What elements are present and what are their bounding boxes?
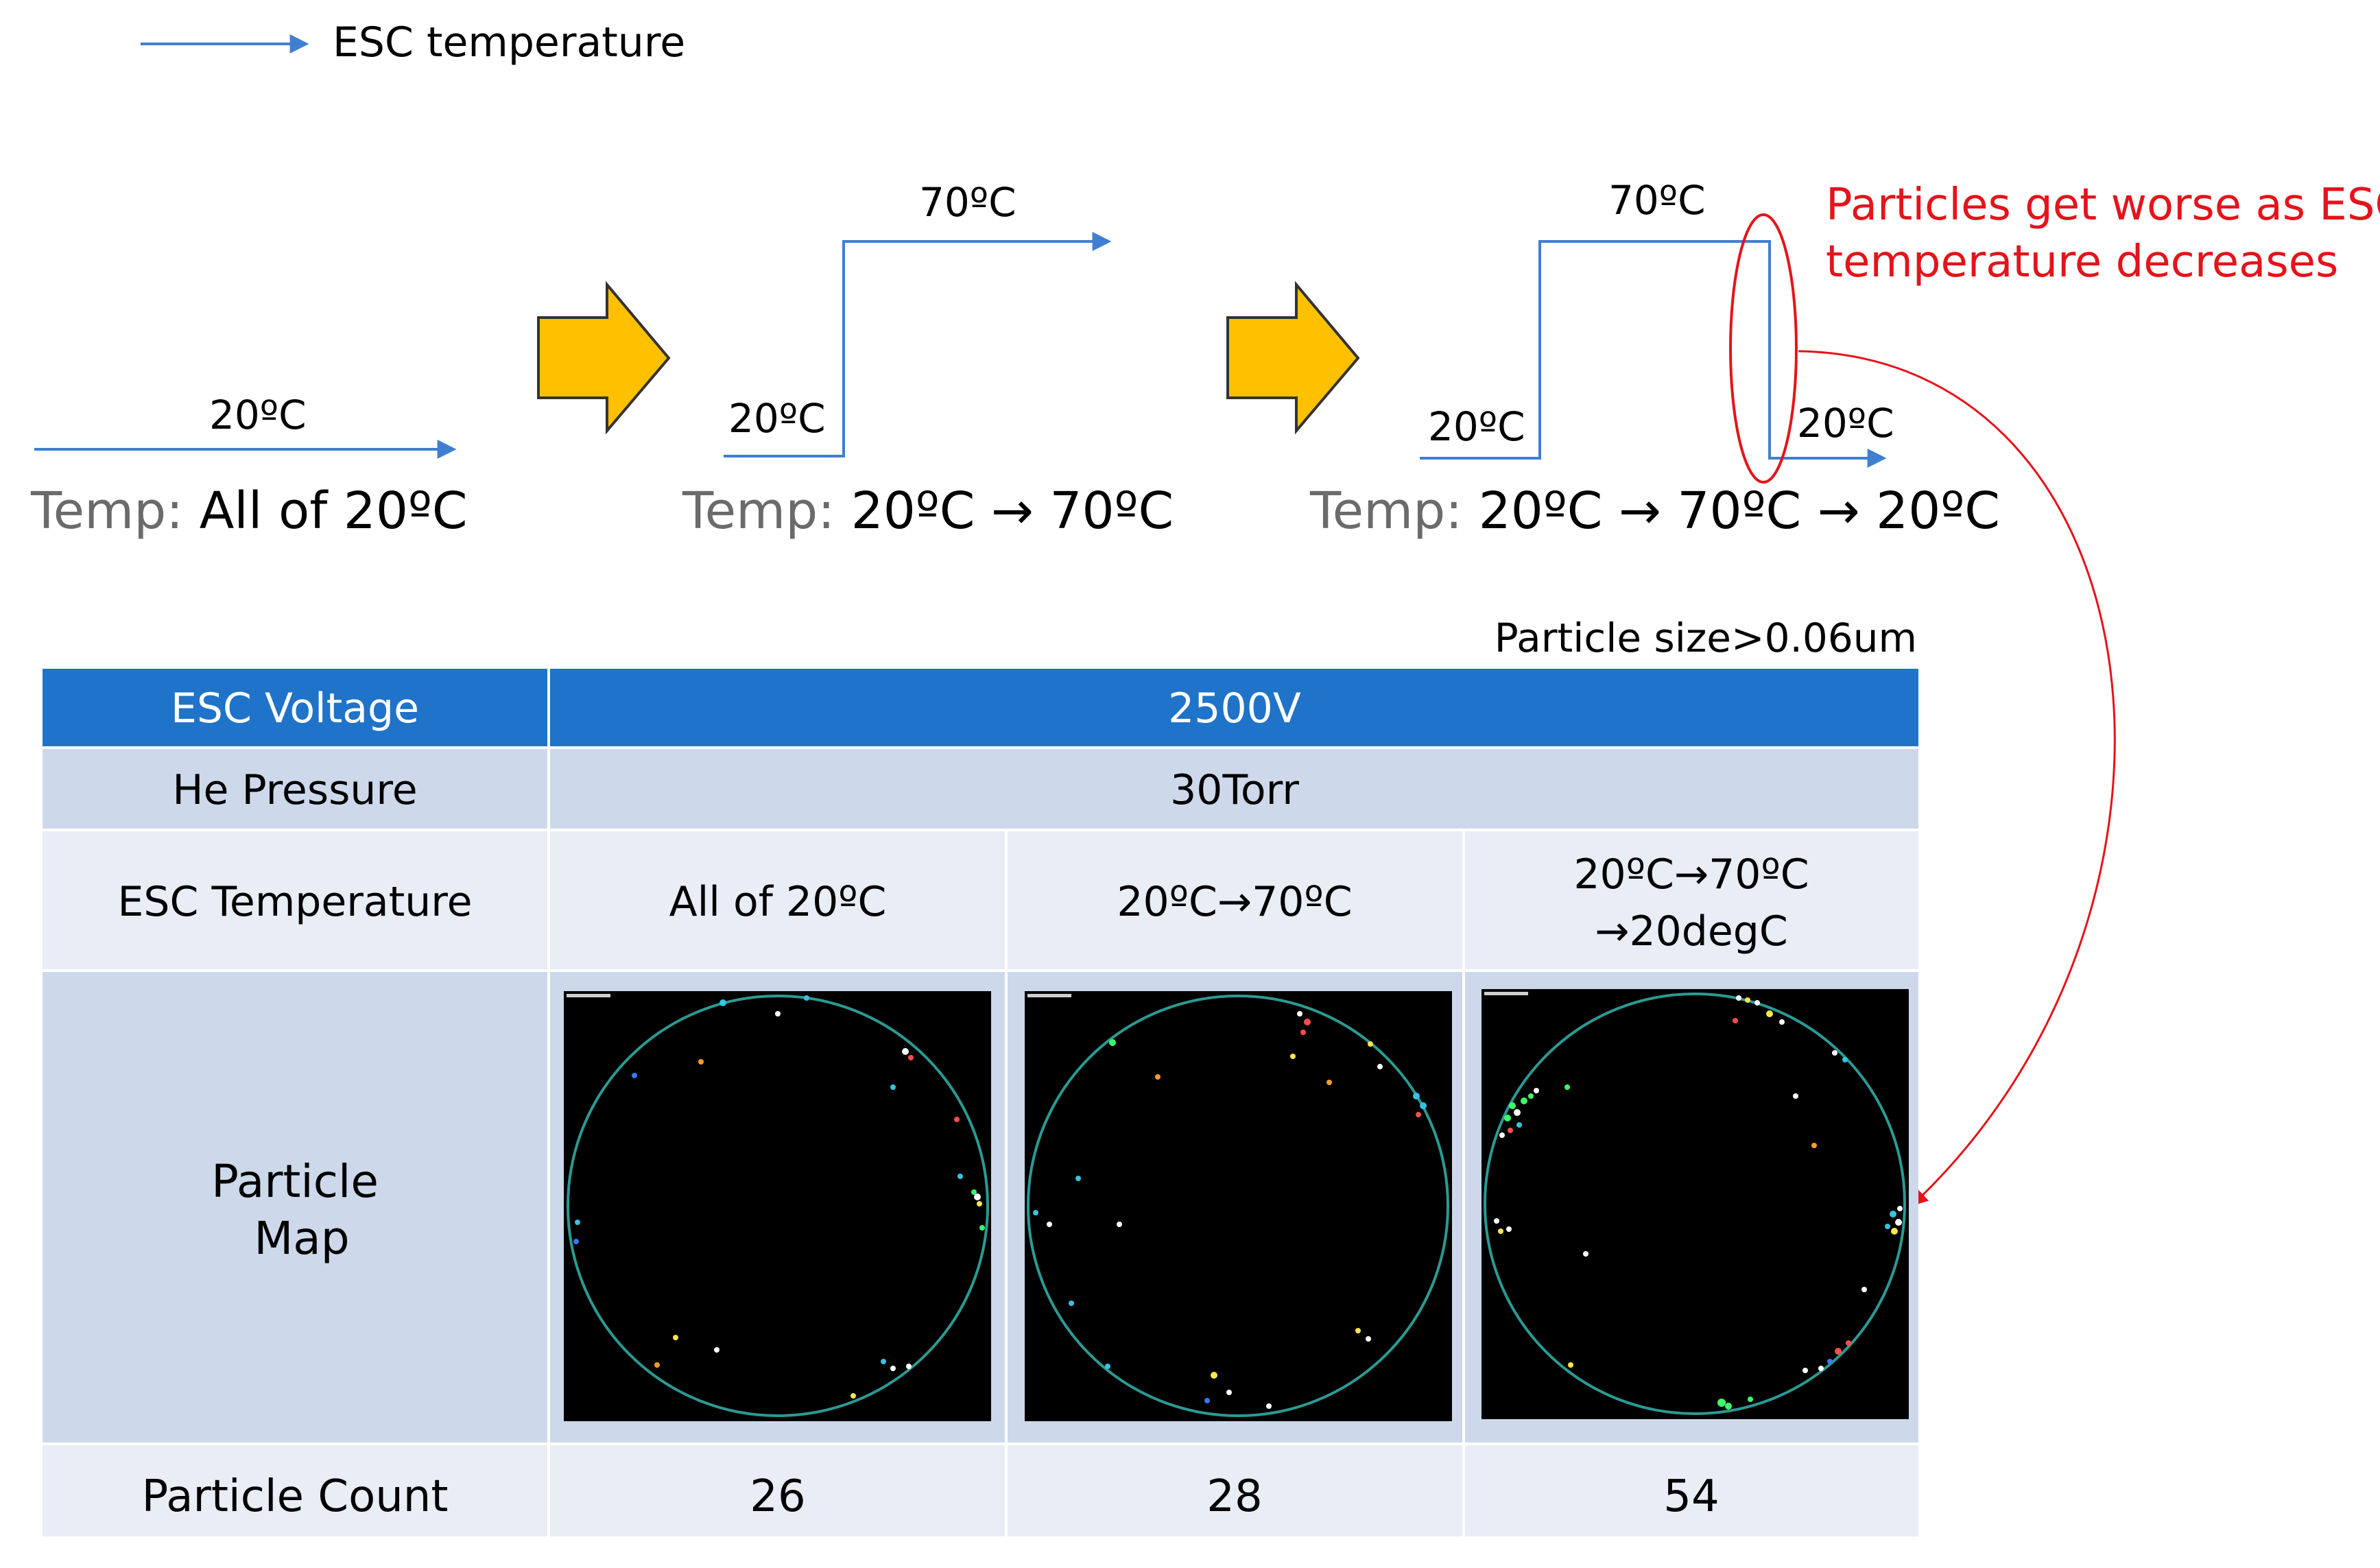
esc-temperature-label: ESC Temperature [117,878,472,926]
particle-dots [1033,1011,1427,1409]
particle-count-label: Particle Count [142,1471,449,1522]
particle-count-value-1: 26 [750,1471,805,1522]
table-row [43,831,547,969]
esc-temperature-value-1: All of 20ºC [669,878,887,926]
results-table: ESC Voltage 2500V He Pressure 30Torr ESC… [43,669,1918,1536]
table-row [43,669,547,746]
table-row [550,749,1918,829]
profile-2-temp-caption: Temp: 20ºC → 70ºC [682,482,1174,541]
esc-temperature-value-3-line-1: 20ºC→70ºC [1573,851,1809,899]
annotation-connector-arrow [1798,350,2116,1207]
profile-3-temp-caption: Temp: 20ºC → 70ºC → 20ºC [1309,482,2000,541]
profile-2-level-2: 70ºC [919,179,1016,226]
table-row [43,749,547,829]
wafer-outline [1027,995,1449,1417]
legend: ESC temperature [141,19,685,67]
profile-3-level-3: 20ºC [1797,400,1894,447]
particle-map-1 [564,991,991,1421]
annotation-line-2: temperature decreases [1826,237,2338,287]
profile-1: 20ºC Temp: All of 20ºC [30,392,468,541]
profile-2-line [724,232,1112,458]
process-step-arrow-icon [537,281,671,435]
table-row [1008,1445,1462,1536]
profile-3-level-2: 70ºC [1608,177,1706,224]
table-row [550,1445,1005,1536]
profile-1-temp-caption: Temp: All of 20ºC [30,482,468,541]
particle-map-label-line-1: Particle [211,1155,379,1208]
profile-3-level-1: 20ºC [1428,403,1525,450]
wafer-outline [567,995,989,1417]
he-pressure-value: 30Torr [1170,766,1299,814]
particle-map-3 [1481,989,1909,1419]
particle-dots [1494,995,1903,1410]
table-row [1465,831,1918,969]
table-row [1008,831,1462,969]
profile-3-line [1420,240,1887,468]
esc-voltage-label: ESC Voltage [171,685,419,733]
annotation: Particles get worse as ESC temperature d… [1798,180,2380,1207]
profile-1-level-1: 20ºC [209,392,307,438]
particle-size-note: Particle size>0.06um [1495,615,1917,661]
esc-temperature-value-2: 20ºC→70ºC [1117,878,1352,926]
table-row [550,831,1005,969]
particle-count-value-2: 28 [1206,1471,1262,1522]
table-row [550,669,1918,746]
profile-2-level-1: 20ºC [728,395,826,442]
he-pressure-label: He Pressure [172,766,417,814]
highlight-ellipse [1729,213,1798,484]
process-step-arrow-icon [1226,281,1360,435]
profile-2: 20ºC 70ºC Temp: 20ºC → 70ºC [682,179,1174,541]
wafer-outline [1484,993,1906,1415]
particle-dots [573,995,985,1399]
particle-map-2 [1025,991,1452,1421]
table-row [43,972,547,1442]
profile-3: 20ºC 70ºC 20ºC Temp: 20ºC → 70ºC → 20ºC [1309,177,2000,541]
table-row [1465,1445,1918,1536]
esc-temperature-value-3-line-2: →20degC [1595,907,1788,955]
table-row [43,1445,547,1536]
annotation-line-1: Particles get worse as ESC [1826,180,2380,230]
particle-map-label-line-2: Map [254,1212,349,1265]
esc-voltage-value: 2500V [1168,685,1301,733]
legend-label: ESC temperature [333,19,685,67]
particle-count-value-3: 54 [1663,1471,1719,1522]
